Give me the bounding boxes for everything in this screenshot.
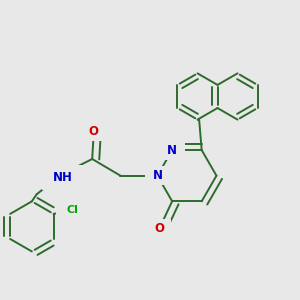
- Bar: [145, 166, 170, 185]
- Text: O: O: [154, 222, 164, 235]
- Bar: [56, 200, 88, 220]
- Text: O: O: [89, 125, 99, 138]
- Bar: [82, 122, 105, 141]
- Bar: [148, 219, 170, 238]
- Text: N: N: [167, 144, 177, 157]
- Text: NH: NH: [53, 171, 73, 184]
- Text: N: N: [152, 169, 162, 182]
- Text: Cl: Cl: [66, 205, 78, 215]
- Bar: [159, 140, 185, 160]
- Bar: [42, 165, 84, 190]
